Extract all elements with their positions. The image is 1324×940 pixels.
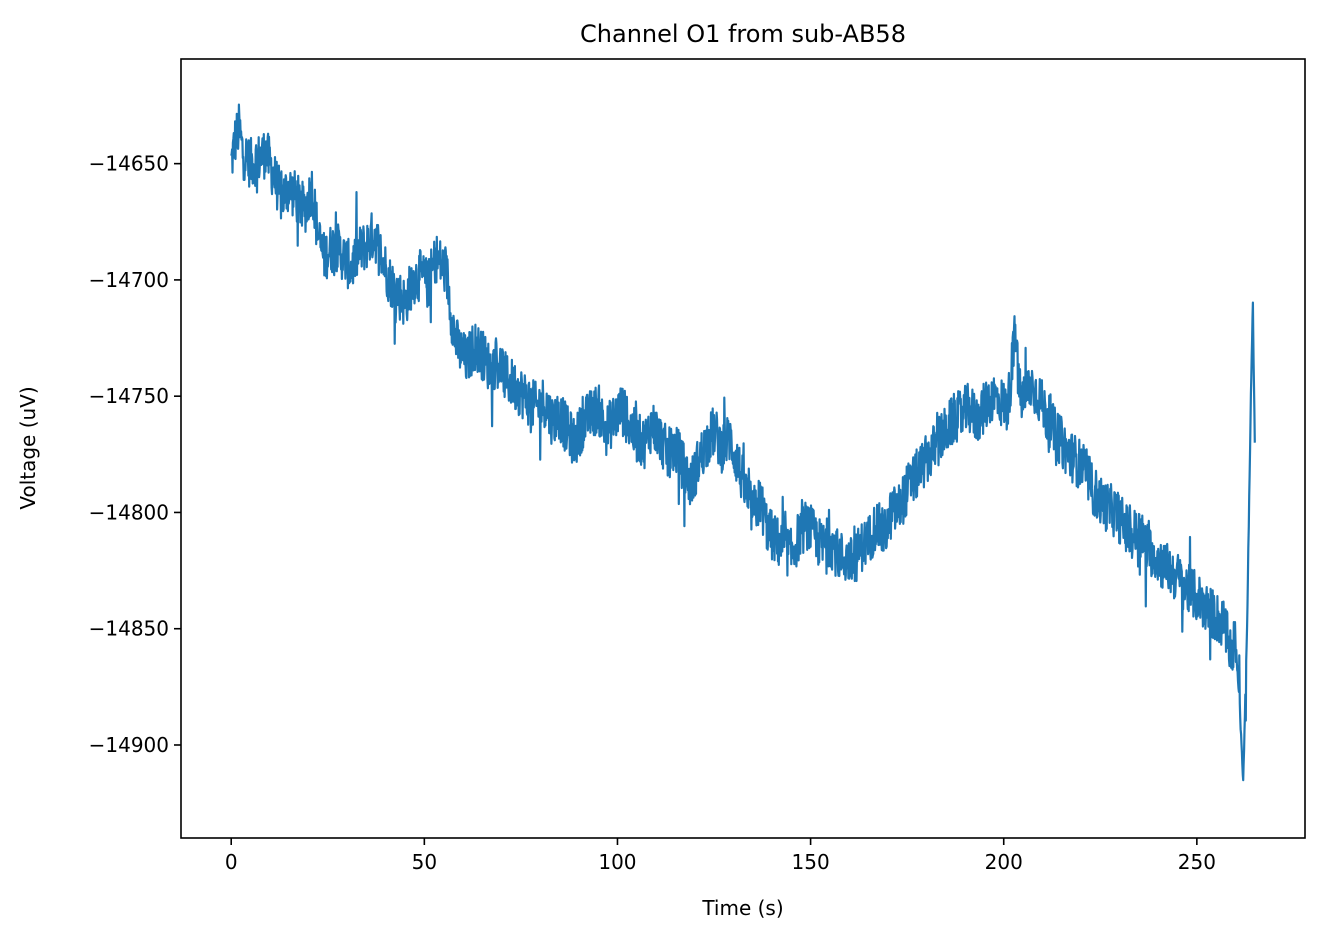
x-tick-label: 250 xyxy=(1178,850,1216,874)
chart-title: Channel O1 from sub-AB58 xyxy=(580,20,906,48)
voltage-series-line xyxy=(230,103,1256,782)
y-tick-label: −14800 xyxy=(89,500,169,524)
y-tick-label: −14850 xyxy=(89,617,169,641)
y-tick-label: −14900 xyxy=(89,733,169,757)
y-axis: −14650 −14700 −14750 −14800 −14850 −14900 xyxy=(89,152,181,757)
x-axis: 0 50 100 150 200 250 xyxy=(225,838,1216,874)
plot-area xyxy=(180,58,1306,839)
x-tick-label: 50 xyxy=(412,850,437,874)
x-axis-label: Time (s) xyxy=(701,896,783,920)
y-axis-label: Voltage (uV) xyxy=(16,386,40,509)
y-tick-label: −14700 xyxy=(89,268,169,292)
series-layer xyxy=(230,103,1256,782)
y-tick-label: −14750 xyxy=(89,384,169,408)
x-tick-label: 0 xyxy=(225,850,238,874)
plot-frame xyxy=(180,58,1306,839)
x-tick-label: 200 xyxy=(985,850,1023,874)
y-tick-label: −14650 xyxy=(89,152,169,176)
x-tick-label: 150 xyxy=(792,850,830,874)
x-tick-label: 100 xyxy=(598,850,636,874)
